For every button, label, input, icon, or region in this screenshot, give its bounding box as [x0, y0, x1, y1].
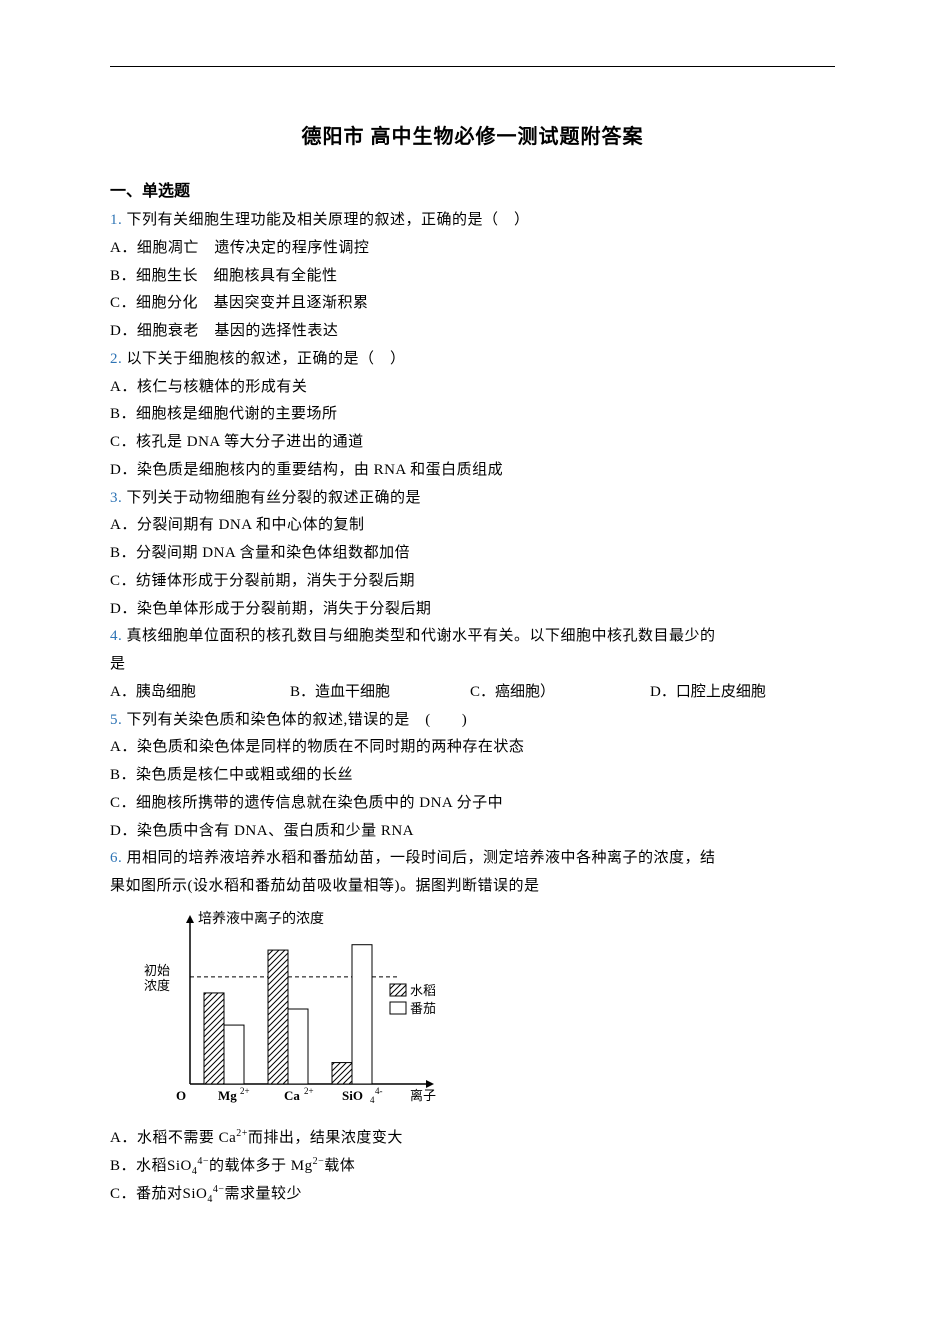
q5-option-a: A．染色质和染色体是同样的物质在不同时期的两种存在状态	[110, 734, 835, 762]
q5-number: 5.	[110, 712, 122, 728]
q6-number: 6.	[110, 850, 122, 866]
chart-svg: 培养液中离子的浓度初始浓度Mg2+Ca2+SiO44-离子O水稻番茄	[140, 909, 470, 1119]
q6b-sup2: 2−	[313, 1156, 325, 1167]
q6c-sup: 4−	[213, 1184, 225, 1195]
page-title: 德阳市 高中生物必修一测试题附答案	[110, 120, 835, 149]
q4-stem-line2: 是	[110, 651, 835, 679]
q3-stem: 3. 下列关于动物细胞有丝分裂的叙述正确的是	[110, 485, 835, 513]
svg-text:SiO: SiO	[342, 1088, 363, 1103]
q2-option-d: D．染色质是细胞核内的重要结构，由 RNA 和蛋白质组成	[110, 457, 835, 485]
section-heading: 一、单选题	[110, 177, 835, 201]
q6c-sio4: SiO	[183, 1186, 208, 1202]
ion-concentration-chart: 培养液中离子的浓度初始浓度Mg2+Ca2+SiO44-离子O水稻番茄	[140, 909, 835, 1119]
q3-option-b: B．分裂间期 DNA 含量和染色体组数都加倍	[110, 540, 835, 568]
svg-text:浓度: 浓度	[144, 978, 170, 993]
q6c-post: 需求量较少	[225, 1186, 303, 1202]
q5-option-b: B．染色质是核仁中或粗或细的长丝	[110, 762, 835, 790]
q6a-pre: A．水稻不需要 Ca	[110, 1130, 236, 1146]
q6b-sio4: SiO	[167, 1158, 192, 1174]
q1-stem-text: 下列有关细胞生理功能及相关原理的叙述，正确的是（ ）	[127, 212, 530, 228]
svg-text:离子: 离子	[410, 1088, 436, 1103]
q6b-mid: 的载体多于 Mg	[209, 1158, 313, 1174]
svg-text:水稻: 水稻	[410, 983, 436, 998]
q4-option-b: B．造血干细胞	[290, 679, 470, 707]
svg-text:2+: 2+	[304, 1086, 314, 1096]
q6-stem: 6. 用相同的培养液培养水稻和番茄幼苗，一段时间后，测定培养液中各种离子的浓度，…	[110, 845, 835, 873]
q6b-sup1: 4−	[197, 1156, 209, 1167]
q1-option-d: D．细胞衰老 基因的选择性表达	[110, 318, 835, 346]
q2-option-a: A．核仁与核糖体的形成有关	[110, 374, 835, 402]
q6c-pre: C．番茄对	[110, 1186, 183, 1202]
q6b-sub1: 4	[192, 1166, 198, 1177]
q3-number: 3.	[110, 490, 122, 506]
q3-option-d: D．染色单体形成于分裂前期，消失于分裂后期	[110, 596, 835, 624]
q3-stem-text: 下列关于动物细胞有丝分裂的叙述正确的是	[127, 490, 422, 506]
q6c-sub: 4	[207, 1194, 213, 1205]
q4-option-c: C．癌细胞）	[470, 679, 650, 707]
q6-option-b: B．水稻SiO44−的载体多于 Mg2−载体	[110, 1153, 835, 1182]
q6-stem-line2: 果如图所示(设水稻和番茄幼苗吸收量相等)。据图判断错误的是	[110, 873, 835, 901]
q1-number: 1.	[110, 212, 122, 228]
q5-stem: 5. 下列有关染色质和染色体的叙述,错误的是 ( )	[110, 707, 835, 735]
top-horizontal-rule	[110, 66, 835, 67]
q6b-post: 载体	[324, 1158, 355, 1174]
q6-stem-text: 用相同的培养液培养水稻和番茄幼苗，一段时间后，测定培养液中各种离子的浓度，结	[127, 850, 716, 866]
q2-option-c: C．核孔是 DNA 等大分子进出的通道	[110, 429, 835, 457]
q6a-sup: 2+	[236, 1128, 248, 1139]
q5-stem-text: 下列有关染色质和染色体的叙述,错误的是 ( )	[127, 712, 468, 728]
q4-option-a: A．胰岛细胞	[110, 679, 290, 707]
q6-option-c: C．番茄对SiO44−需求量较少	[110, 1181, 835, 1210]
q3-option-a: A．分裂间期有 DNA 和中心体的复制	[110, 512, 835, 540]
svg-text:2+: 2+	[240, 1086, 250, 1096]
q1-option-c: C．细胞分化 基因突变并且逐渐积累	[110, 290, 835, 318]
svg-text:Mg: Mg	[218, 1088, 237, 1103]
q2-number: 2.	[110, 351, 122, 367]
q4-stem-text: 真核细胞单位面积的核孔数目与细胞类型和代谢水平有关。以下细胞中核孔数目最少的	[127, 628, 716, 644]
q1-stem: 1. 下列有关细胞生理功能及相关原理的叙述，正确的是（ ）	[110, 207, 835, 235]
svg-text:Ca: Ca	[284, 1088, 300, 1103]
q6a-post: 而排出，结果浓度变大	[248, 1130, 403, 1146]
q4-option-d: D．口腔上皮细胞	[650, 679, 766, 707]
q4-stem: 4. 真核细胞单位面积的核孔数目与细胞类型和代谢水平有关。以下细胞中核孔数目最少…	[110, 623, 835, 651]
q1-option-a: A．细胞凋亡 遗传决定的程序性调控	[110, 235, 835, 263]
q4-options-row: A．胰岛细胞 B．造血干细胞 C．癌细胞） D．口腔上皮细胞	[110, 679, 835, 707]
q5-option-c: C．细胞核所携带的遗传信息就在染色质中的 DNA 分子中	[110, 790, 835, 818]
svg-text:4: 4	[370, 1095, 375, 1105]
q1-option-b: B．细胞生长 细胞核具有全能性	[110, 263, 835, 291]
q2-stem: 2. 以下关于细胞核的叙述，正确的是（ ）	[110, 346, 835, 374]
q6-option-a: A．水稻不需要 Ca2+而排出，结果浓度变大	[110, 1125, 835, 1153]
q3-option-c: C．纺锤体形成于分裂前期，消失于分裂后期	[110, 568, 835, 596]
svg-text:培养液中离子的浓度: 培养液中离子的浓度	[198, 910, 324, 927]
q2-stem-text: 以下关于细胞核的叙述，正确的是（ ）	[127, 351, 406, 367]
q6b-pre: B．水稻	[110, 1158, 167, 1174]
svg-text:O: O	[176, 1088, 186, 1103]
q4-number: 4.	[110, 628, 122, 644]
svg-text:番茄: 番茄	[410, 1001, 436, 1016]
q5-option-d: D．染色质中含有 DNA、蛋白质和少量 RNA	[110, 818, 835, 846]
q2-option-b: B．细胞核是细胞代谢的主要场所	[110, 401, 835, 429]
svg-text:4-: 4-	[375, 1086, 383, 1096]
svg-text:初始: 初始	[144, 963, 170, 978]
